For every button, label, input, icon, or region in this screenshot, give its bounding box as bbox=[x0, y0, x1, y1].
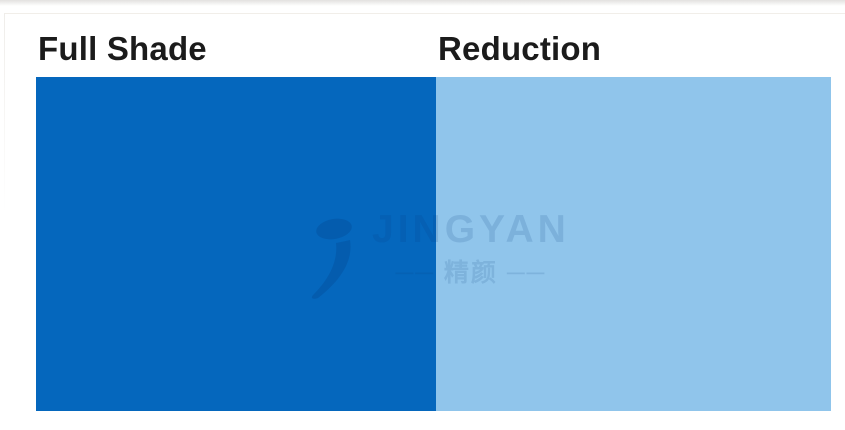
reduction-swatch bbox=[436, 77, 831, 411]
left-hairline bbox=[4, 13, 5, 213]
full-shade-label: Full Shade bbox=[38, 30, 207, 67]
color-swatches: JINGYAN ── 精颜 ── bbox=[36, 77, 831, 411]
reduction-label: Reduction bbox=[438, 30, 602, 67]
full-shade-swatch bbox=[36, 77, 436, 411]
top-edge-shadow bbox=[0, 0, 845, 6]
top-hairline bbox=[5, 13, 845, 14]
